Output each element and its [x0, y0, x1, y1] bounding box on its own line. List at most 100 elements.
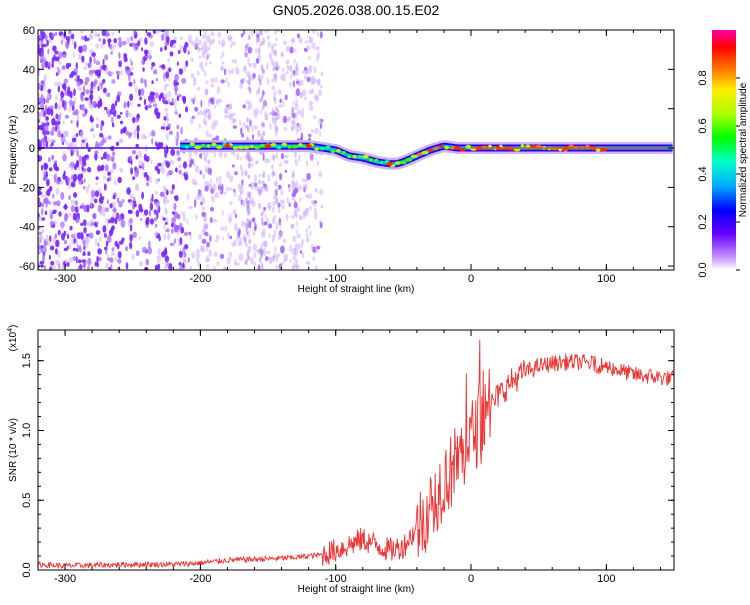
noise-speck — [201, 238, 207, 244]
noise-streak — [293, 58, 297, 65]
noise-speck — [178, 113, 182, 118]
noise-speck — [236, 152, 240, 161]
noise-speck — [164, 255, 170, 263]
noise-speck — [82, 205, 88, 210]
noise-streak — [273, 96, 277, 105]
noise-speck — [118, 52, 121, 59]
noise-speck — [173, 98, 177, 107]
noise-speck — [253, 125, 258, 130]
noise-speck — [280, 261, 285, 266]
noise-speck — [130, 36, 134, 42]
noise-speck — [178, 68, 184, 75]
noise-speck — [241, 133, 245, 138]
noise-speck — [277, 202, 281, 208]
noise-speck — [229, 235, 232, 240]
noise-speck — [164, 83, 170, 88]
noise-speck — [81, 156, 87, 164]
noise-speck — [111, 122, 115, 128]
noise-speck — [209, 235, 212, 243]
noise-streak — [163, 85, 167, 91]
noise-streak — [260, 250, 264, 255]
noise-speck — [79, 264, 83, 270]
spectrogram-xlabel: Height of straight line (km) — [298, 284, 415, 295]
noise-speck — [129, 155, 133, 162]
noise-speck — [184, 244, 189, 250]
ridge-blob — [254, 145, 261, 150]
noise-speck — [201, 206, 205, 211]
noise-speck — [225, 77, 228, 84]
noise-speck — [39, 260, 44, 265]
noise-speck — [254, 223, 257, 230]
ridge-blob — [281, 142, 288, 147]
noise-speck — [297, 243, 301, 250]
noise-speck — [241, 220, 246, 228]
ridge-blob — [206, 144, 211, 148]
noise-speck — [94, 261, 98, 267]
noise-streak — [275, 196, 279, 205]
noise-streak — [167, 58, 171, 63]
noise-speck — [99, 209, 104, 215]
noise-speck — [224, 107, 228, 115]
noise-speck — [228, 187, 233, 191]
noise-speck — [158, 235, 161, 242]
noise-streak — [272, 66, 275, 72]
noise-speck — [60, 91, 65, 99]
noise-speck — [132, 231, 137, 238]
noise-speck — [57, 129, 62, 138]
noise-speck — [231, 242, 236, 248]
noise-speck — [59, 112, 63, 116]
noise-speck — [267, 174, 271, 183]
y-tick-label: 1.5 — [21, 353, 33, 368]
noise-speck — [319, 130, 322, 138]
noise-speck — [99, 236, 102, 242]
noise-speck — [219, 253, 225, 259]
noise-speck — [214, 192, 219, 199]
noise-speck — [81, 55, 85, 63]
noise-streak — [207, 182, 210, 190]
noise-speck — [169, 51, 174, 57]
noise-speck — [112, 212, 117, 218]
noise-speck — [168, 263, 173, 270]
noise-speck — [271, 107, 275, 115]
noise-speck — [136, 131, 140, 140]
noise-speck — [102, 38, 106, 45]
noise-speck — [181, 78, 187, 84]
noise-speck — [41, 228, 45, 234]
noise-speck — [272, 195, 277, 200]
noise-speck — [249, 162, 254, 168]
noise-speck — [55, 125, 58, 132]
noise-speck — [268, 205, 271, 210]
svg-text:(x104): (x104) — [7, 325, 19, 352]
ridge-blob — [341, 151, 347, 155]
noise-speck — [222, 267, 227, 270]
noise-speck — [114, 179, 117, 186]
noise-speck — [110, 51, 113, 55]
noise-speck — [281, 199, 285, 206]
noise-speck — [99, 198, 104, 204]
ridge-blob — [319, 146, 325, 151]
noise-speck — [61, 83, 65, 89]
noise-streak — [166, 261, 170, 268]
noise-speck — [282, 115, 288, 124]
noise-speck — [242, 104, 246, 109]
noise-speck — [193, 199, 197, 208]
noise-streak — [261, 105, 265, 110]
noise-speck — [253, 251, 257, 259]
noise-speck — [233, 188, 236, 193]
noise-speck — [91, 69, 96, 74]
noise-speck — [177, 156, 182, 162]
noise-speck — [41, 61, 45, 65]
ridge-blob — [357, 154, 364, 159]
noise-speck — [65, 130, 68, 138]
noise-speck — [227, 35, 232, 41]
noise-speck — [94, 31, 98, 39]
noise-speck — [83, 266, 86, 270]
noise-speck — [176, 95, 180, 102]
noise-speck — [126, 187, 131, 195]
noise-streak — [207, 97, 211, 104]
noise-streak — [207, 114, 211, 119]
noise-speck — [306, 172, 311, 181]
noise-speck — [99, 82, 104, 87]
noise-speck — [310, 80, 315, 85]
noise-speck — [106, 154, 111, 162]
